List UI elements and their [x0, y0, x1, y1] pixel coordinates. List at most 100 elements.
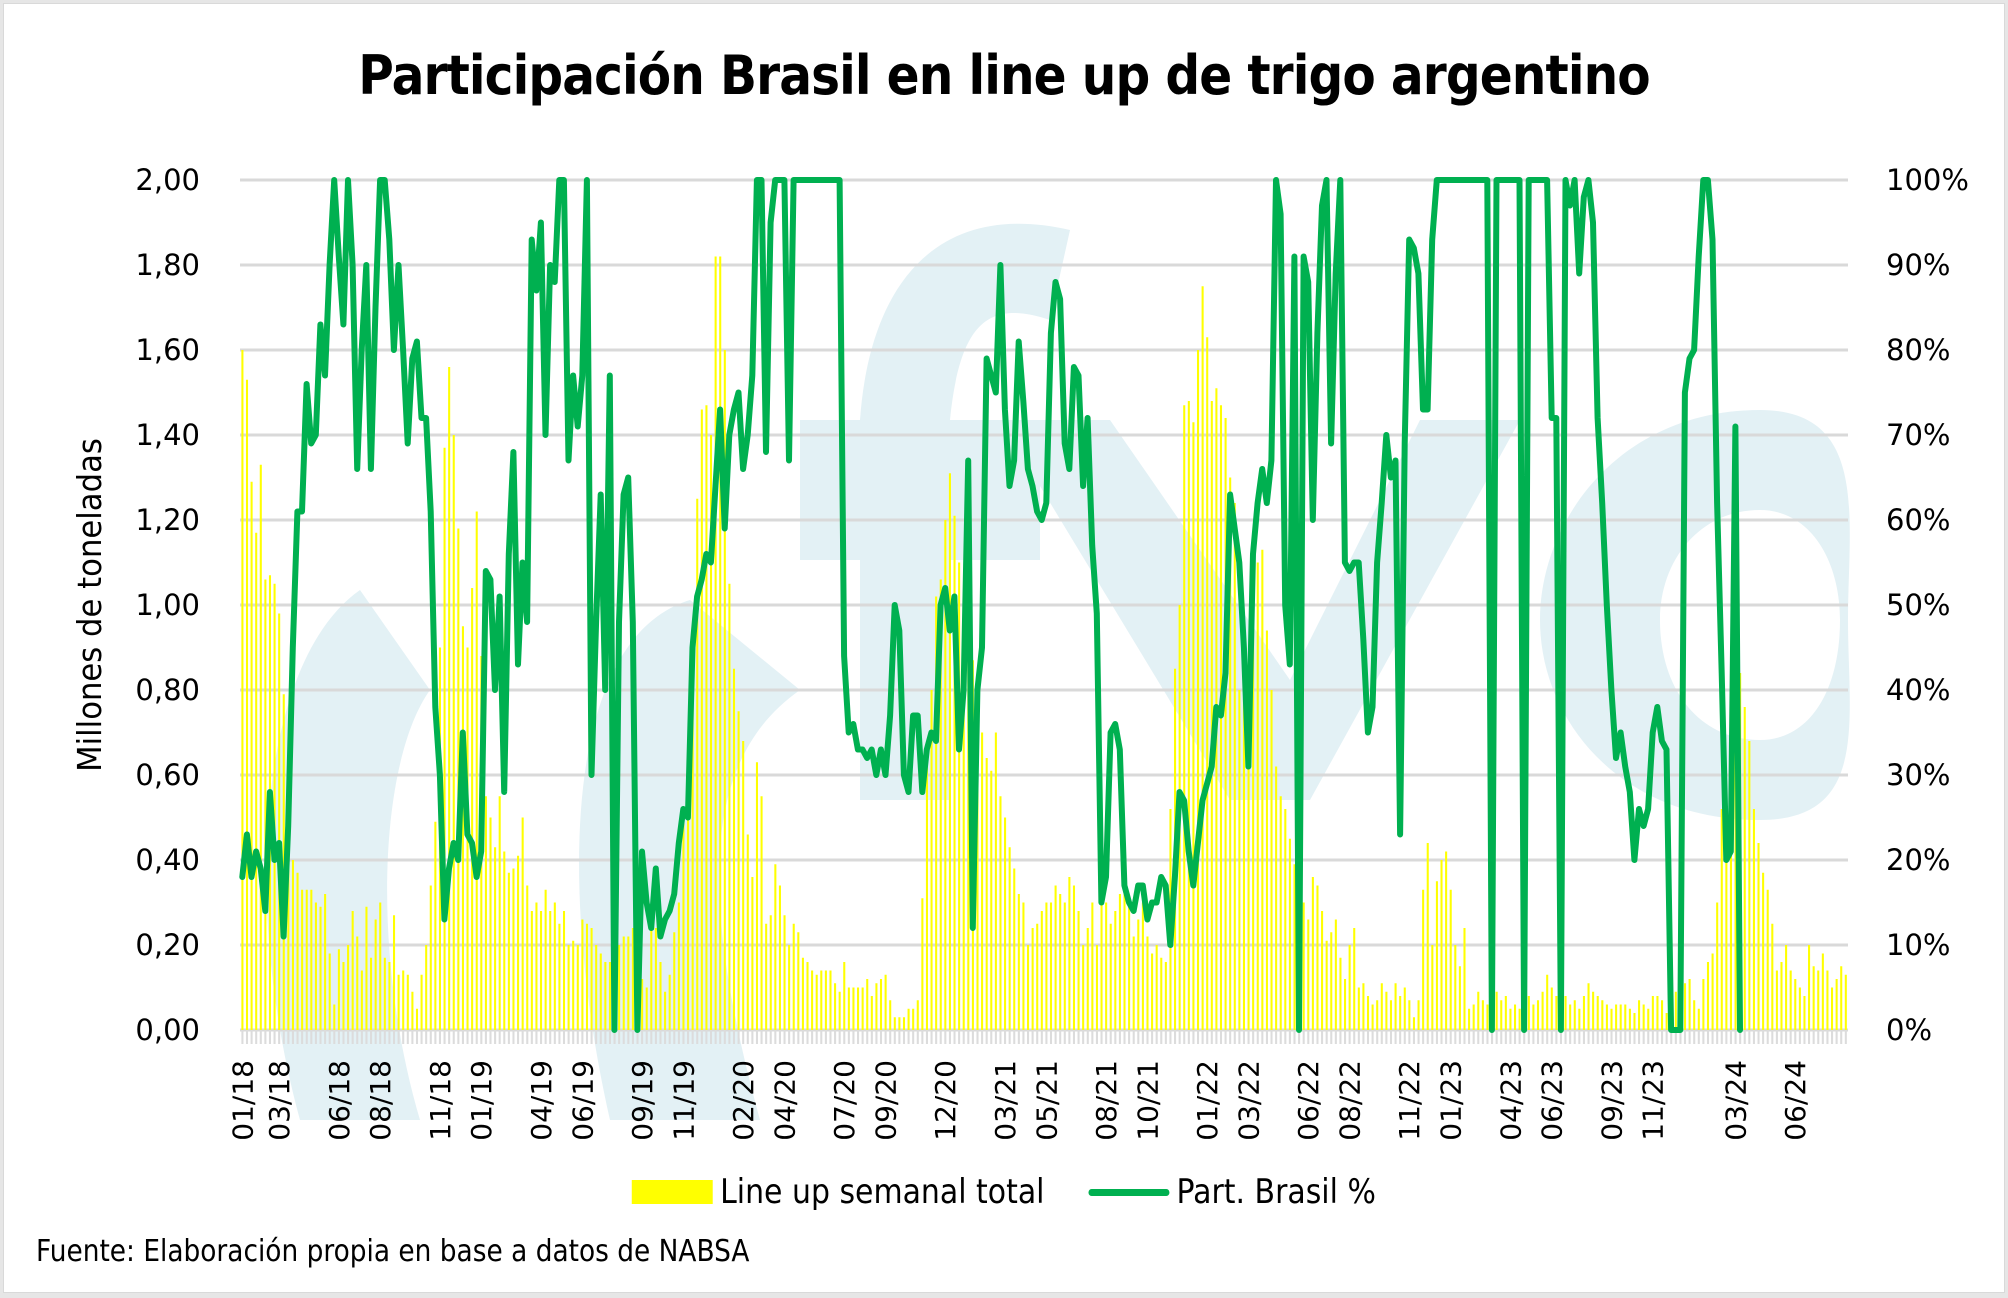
bar	[452, 435, 455, 1030]
x-tick-mark	[801, 1030, 804, 1044]
bar	[549, 911, 552, 1030]
bar	[530, 911, 533, 1030]
y2-tick-label: 90%	[1886, 248, 1950, 282]
x-tick-mark	[907, 1030, 910, 1044]
bar	[1536, 1000, 1540, 1030]
bar	[769, 915, 772, 1030]
bar	[337, 949, 340, 1030]
x-tick-mark	[737, 1030, 740, 1044]
bar	[347, 945, 350, 1030]
x-tick-mark	[1059, 1030, 1062, 1044]
x-tick-mark	[1256, 1030, 1259, 1044]
bar	[664, 991, 667, 1030]
x-tick-label: 01/22	[1191, 1060, 1224, 1141]
x-tick-mark	[1624, 1030, 1627, 1044]
x-tick-mark	[1605, 1030, 1608, 1044]
bar	[907, 1008, 910, 1030]
bar	[737, 711, 740, 1030]
bar	[1196, 350, 1200, 1030]
x-tick-mark	[1353, 1030, 1356, 1044]
bar	[333, 1004, 336, 1030]
x-tick-mark	[1683, 1030, 1687, 1044]
chart-title: Participación Brasil en line up de trigo…	[358, 44, 1650, 107]
x-tick-mark	[1385, 1030, 1388, 1044]
bar	[365, 906, 368, 1030]
x-tick-label: 09/23	[1595, 1060, 1628, 1141]
bar	[691, 694, 694, 1030]
bar	[1729, 753, 1732, 1030]
bar	[1399, 996, 1402, 1030]
x-tick-mark	[1376, 1030, 1379, 1044]
x-tick-mark	[861, 1030, 864, 1044]
x-tick-mark	[783, 1030, 786, 1044]
y-tick-label: 0,40	[135, 843, 200, 877]
x-tick-mark	[1206, 1030, 1209, 1044]
bar	[1780, 962, 1783, 1030]
bar	[484, 796, 487, 1030]
x-tick-mark	[1500, 1030, 1503, 1044]
bar	[1546, 974, 1549, 1030]
bar	[1458, 966, 1461, 1030]
bar	[829, 970, 832, 1030]
x-tick-mark	[1716, 1030, 1719, 1044]
x-tick-mark	[1688, 1030, 1691, 1044]
bar	[728, 583, 731, 1030]
x-tick-mark	[879, 1030, 883, 1044]
x-tick-mark	[935, 1030, 938, 1044]
x-tick-mark	[1141, 1030, 1144, 1044]
bar	[1086, 928, 1089, 1030]
bar	[1389, 1000, 1393, 1030]
bar	[811, 970, 814, 1030]
x-tick-mark	[1555, 1030, 1558, 1044]
x-tick-mark	[402, 1030, 405, 1044]
x-tick-mark	[1582, 1030, 1585, 1044]
x-tick-label: 01/23	[1435, 1060, 1468, 1141]
bar	[1720, 809, 1723, 1030]
x-tick-mark	[1013, 1030, 1016, 1044]
x-tick-mark	[328, 1030, 331, 1044]
x-tick-mark	[1523, 1030, 1526, 1044]
bar	[1688, 979, 1691, 1030]
x-tick-mark	[1573, 1030, 1576, 1044]
bar	[1403, 987, 1406, 1030]
x-tick-label: 07/20	[828, 1060, 861, 1141]
x-tick-mark	[512, 1030, 515, 1044]
bar	[1504, 996, 1507, 1030]
bar	[1605, 1004, 1608, 1030]
bar	[1265, 630, 1268, 1030]
x-tick-mark	[948, 1030, 951, 1044]
x-tick-mark	[365, 1030, 368, 1044]
x-tick-mark	[480, 1030, 483, 1044]
x-tick-mark	[641, 1030, 644, 1044]
x-tick-mark	[475, 1030, 478, 1044]
bar	[834, 983, 837, 1030]
x-tick-mark	[958, 1030, 961, 1044]
bar	[1812, 966, 1815, 1030]
x-tick-mark	[1670, 1030, 1673, 1044]
x-tick-mark	[1601, 1030, 1604, 1044]
x-tick-mark	[1196, 1030, 1200, 1044]
x-tick-mark	[1146, 1030, 1149, 1044]
x-tick-mark	[1665, 1030, 1668, 1044]
x-tick-mark	[1564, 1030, 1567, 1044]
bar	[1495, 991, 1498, 1030]
x-tick-mark	[1826, 1030, 1829, 1044]
x-tick-label: 06/19	[566, 1060, 599, 1141]
x-tick-mark	[622, 1030, 625, 1044]
bar	[1463, 928, 1466, 1030]
x-tick-label: 06/23	[1536, 1060, 1569, 1141]
bar	[1109, 923, 1112, 1030]
x-tick-mark	[255, 1030, 258, 1044]
x-tick-mark	[654, 1030, 657, 1044]
bar	[241, 350, 244, 1030]
y2-tick-label: 60%	[1886, 503, 1950, 537]
bar	[1187, 401, 1190, 1030]
x-tick-label: 03/21	[989, 1060, 1022, 1141]
x-tick-label: 06/24	[1779, 1060, 1812, 1141]
y-axis-left: 0,00 0,20 0,40 0,60 0,80 1,00 1,20 1,40 1,60 1,80…	[135, 163, 200, 1047]
bar	[1151, 953, 1154, 1030]
x-tick-mark	[1477, 1030, 1480, 1044]
bar	[861, 987, 864, 1030]
x-tick-mark	[471, 1030, 474, 1044]
bar	[328, 953, 331, 1030]
